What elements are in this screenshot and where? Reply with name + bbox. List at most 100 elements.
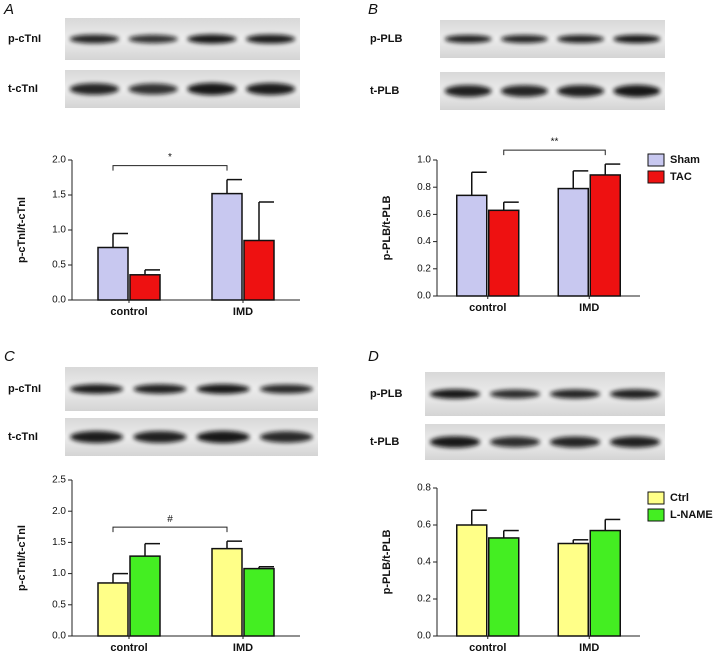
legend-label: L-NAME xyxy=(670,509,713,521)
legend-label: TAC xyxy=(670,171,692,183)
significance-bracket xyxy=(112,165,228,171)
bar xyxy=(243,567,275,637)
y-tick-label: 0.0 xyxy=(417,291,431,302)
y-tick-label: 0.0 xyxy=(52,631,66,642)
blot-band xyxy=(187,82,237,96)
y-tick-label: 2.0 xyxy=(52,506,66,517)
blot-band xyxy=(549,389,601,399)
bar xyxy=(557,542,589,637)
blot-band xyxy=(70,431,124,443)
y-tick-label: 1.0 xyxy=(52,225,66,236)
blot-band xyxy=(245,34,296,44)
blot-band xyxy=(196,384,250,394)
y-tick-label: 0.8 xyxy=(417,483,431,494)
x-tick-label: control xyxy=(110,306,147,318)
y-tick-label: 1.0 xyxy=(417,155,431,166)
blot-band xyxy=(444,85,492,97)
blot-band xyxy=(259,431,313,443)
blot-band xyxy=(128,83,178,95)
blot-band xyxy=(500,85,548,97)
bar xyxy=(488,209,520,297)
blot-band xyxy=(259,384,313,394)
bar xyxy=(97,246,129,301)
blot-label: p-PLB xyxy=(370,388,402,400)
x-tick-label: IMD xyxy=(233,642,253,652)
legend-swatch xyxy=(647,170,665,184)
x-tick-label: IMD xyxy=(579,302,599,314)
blot-band xyxy=(613,34,661,44)
blot-band xyxy=(609,436,661,448)
significance-mark: # xyxy=(167,514,173,525)
blot-band xyxy=(245,83,296,95)
significance-bracket xyxy=(503,149,606,156)
blot-band xyxy=(500,35,548,43)
legend-label: Ctrl xyxy=(670,492,689,504)
x-tick-label: control xyxy=(469,642,506,652)
y-axis-label: p-cTnI/t-cTnI xyxy=(16,525,28,591)
blot-band xyxy=(133,384,187,394)
bar xyxy=(211,547,243,637)
blot-band xyxy=(489,436,541,448)
significance-bracket xyxy=(112,526,228,533)
bar xyxy=(589,529,621,637)
blot-label: p-cTnI xyxy=(8,383,41,395)
y-tick-label: 0.6 xyxy=(417,209,431,220)
blot-label: p-cTnI xyxy=(8,33,41,45)
y-tick-label: 0.5 xyxy=(52,599,66,610)
y-tick-label: 1.5 xyxy=(52,537,66,548)
panel-letter: D xyxy=(368,348,379,365)
blot-band xyxy=(128,34,178,44)
bar xyxy=(97,582,129,637)
bar xyxy=(589,174,621,297)
bar xyxy=(488,537,520,637)
bar xyxy=(456,194,488,297)
blot-band xyxy=(609,389,661,399)
blot-band xyxy=(429,436,481,448)
bar xyxy=(129,555,161,637)
blot-label: t-cTnI xyxy=(8,431,38,443)
blot-label: t-PLB xyxy=(370,85,399,97)
x-tick-label: control xyxy=(469,302,506,314)
y-tick-label: 2.0 xyxy=(52,155,66,166)
y-tick-label: 2.5 xyxy=(52,475,66,486)
legend-swatch xyxy=(647,508,665,522)
blot-band xyxy=(549,436,601,448)
legend-swatch xyxy=(647,491,665,505)
y-tick-label: 1.0 xyxy=(52,568,66,579)
blot-band xyxy=(196,430,250,444)
blot-label: t-cTnI xyxy=(8,83,38,95)
significance-mark: ** xyxy=(551,137,559,148)
y-axis-label: p-PLB/t-PLB xyxy=(381,196,393,261)
y-tick-label: 0.6 xyxy=(417,520,431,531)
blot-label: p-PLB xyxy=(370,33,402,45)
y-axis-label: p-cTnI/t-cTnI xyxy=(16,197,28,263)
blot-band xyxy=(557,34,605,44)
blot-band xyxy=(557,85,605,97)
legend-label: Sham xyxy=(670,154,700,166)
y-tick-label: 0.0 xyxy=(417,631,431,642)
blot-band xyxy=(70,384,124,394)
blot-band xyxy=(489,389,541,399)
y-tick-label: 0.8 xyxy=(417,182,431,193)
y-tick-label: 0.4 xyxy=(417,236,431,247)
y-axis-label: p-PLB/t-PLB xyxy=(381,530,393,595)
blot-band xyxy=(187,34,237,44)
panel-letter: B xyxy=(368,1,378,18)
blot-band xyxy=(69,83,120,95)
bar xyxy=(211,192,243,301)
y-tick-label: 0.5 xyxy=(52,260,66,271)
y-tick-label: 0.2 xyxy=(417,263,431,274)
blot-label: t-PLB xyxy=(370,436,399,448)
blot-band xyxy=(444,34,492,44)
y-tick-label: 1.5 xyxy=(52,190,66,201)
bar xyxy=(557,187,589,297)
legend-swatch xyxy=(647,153,665,167)
blot-band xyxy=(429,389,481,399)
y-tick-label: 0.2 xyxy=(417,594,431,605)
bar xyxy=(456,524,488,637)
x-tick-label: IMD xyxy=(579,642,599,652)
x-tick-label: control xyxy=(110,642,147,652)
blot-band xyxy=(613,84,661,98)
panel-letter: C xyxy=(4,348,15,365)
